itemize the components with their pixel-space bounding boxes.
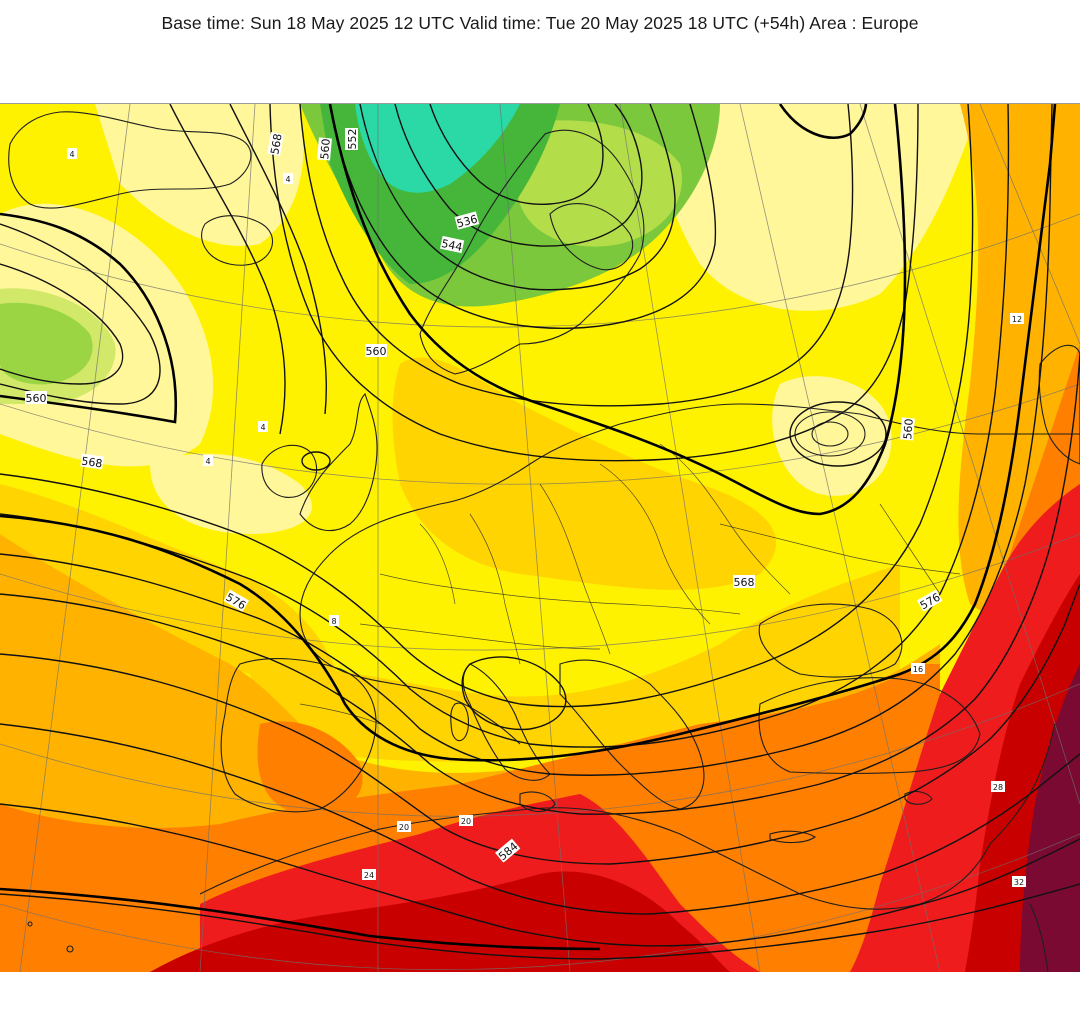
temp-label: 20 — [461, 817, 471, 826]
field-gold-west — [0, 484, 340, 686]
field-maroon-levant — [1020, 664, 1080, 972]
map-title: Base time: Sun 18 May 2025 12 UTC Valid … — [161, 12, 919, 33]
coastlines — [8, 111, 1080, 972]
temp-label: 4 — [205, 457, 210, 466]
contour-label-560-norway: 560 — [318, 138, 333, 160]
contour-label-560-nw: 560 — [26, 392, 47, 405]
temp-label: 32 — [1014, 878, 1024, 887]
geopotential-contours — [0, 104, 1080, 960]
contour-label-560-russia: 560 — [901, 418, 916, 440]
field-darkred-africa — [150, 871, 730, 972]
contour-label-544: 544 — [440, 237, 463, 254]
field-green-atl-light — [0, 288, 116, 404]
temp-label: 16 — [913, 665, 923, 674]
weather-map[interactable]: 568 560 552 560 536 544 — [0, 103, 1080, 972]
field-teal-norway — [355, 104, 520, 193]
field-gold-south — [250, 564, 900, 762]
borders — [299, 443, 961, 725]
contour-label-568-west: 568 — [81, 455, 104, 471]
field-pale-atl — [150, 453, 312, 534]
contour-label-568-balkans: 568 — [734, 576, 755, 589]
contour-label-568-ne-atl: 568 — [268, 133, 284, 156]
temp-label: 4 — [285, 175, 290, 184]
field-orange-spain — [257, 721, 363, 814]
contour-label-552-norway: 552 — [346, 129, 359, 150]
field-pale-north — [95, 104, 304, 246]
bold-contours — [0, 104, 1057, 951]
temp-label: 12 — [1012, 315, 1022, 324]
temp-label: 28 — [993, 783, 1003, 792]
contour-label-560-west: 560 — [366, 345, 387, 358]
temperature-labels: 4 4 4 4 8 12 16 20 20 24 28 32 — [67, 148, 1026, 887]
temp-label: 24 — [364, 871, 374, 880]
field-gold-europe — [392, 357, 777, 590]
map-canvas: 568 560 552 560 536 544 — [0, 104, 1080, 972]
temp-label: 4 — [69, 150, 74, 159]
contour-labels: 568 560 552 560 536 544 — [25, 128, 943, 863]
temp-label: 8 — [331, 617, 336, 626]
contour-label-536: 536 — [455, 212, 479, 230]
map-header: Base time: Sun 18 May 2025 12 UTC Valid … — [0, 0, 1080, 60]
temp-label: 4 — [260, 423, 265, 432]
temp-label: 20 — [399, 823, 409, 832]
graticule — [0, 104, 1080, 972]
